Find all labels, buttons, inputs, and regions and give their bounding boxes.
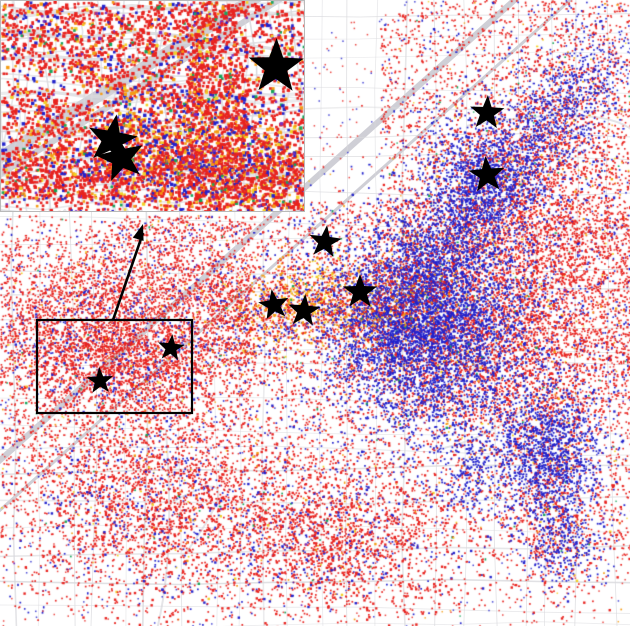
- inset-map: [1, 1, 304, 211]
- dot-density-layer-inset: [1, 1, 304, 211]
- road-arterial: [139, 209, 143, 211]
- inset-detail-panel[interactable]: [0, 0, 305, 212]
